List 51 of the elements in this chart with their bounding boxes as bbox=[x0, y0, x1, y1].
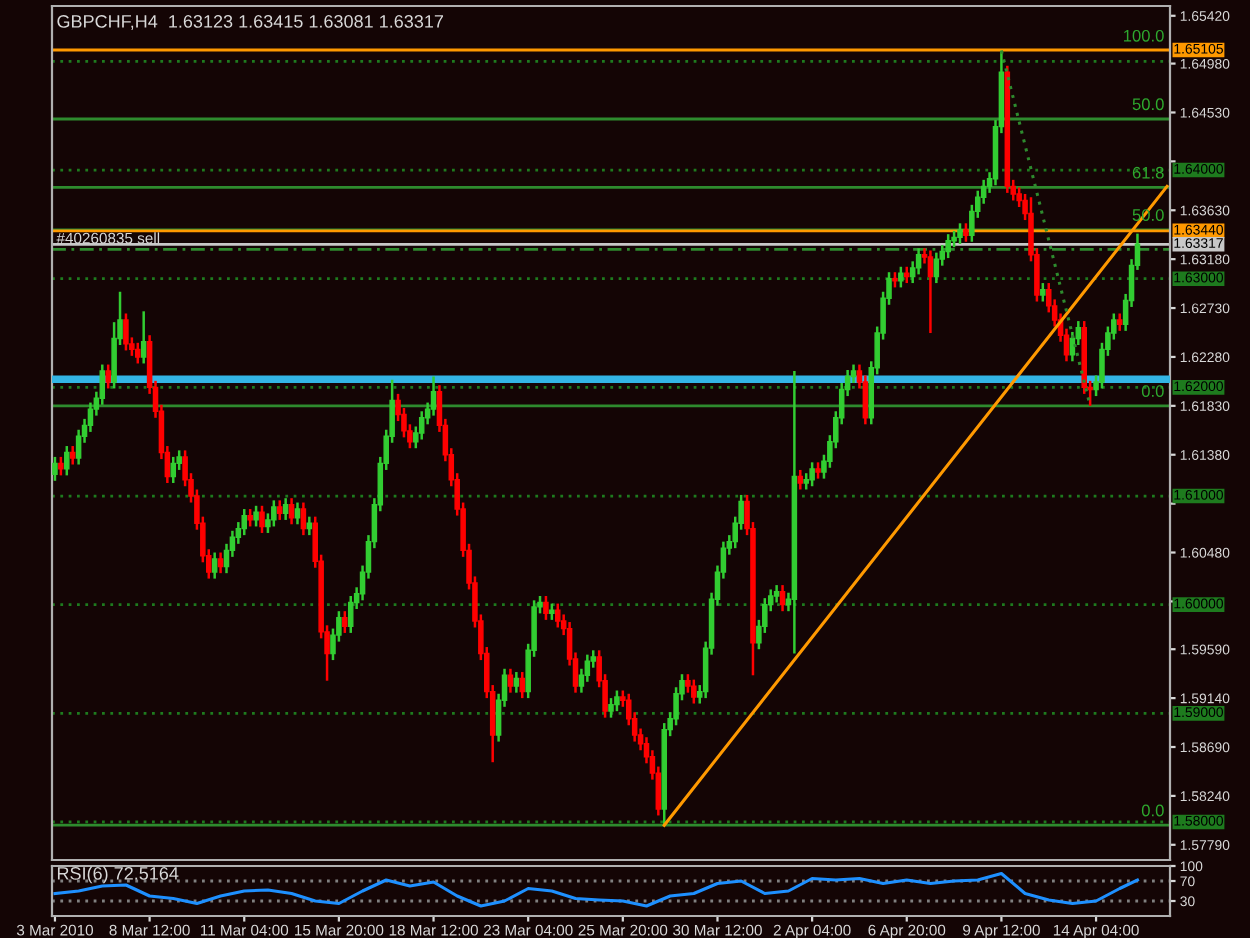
candlestick bbox=[507, 667, 514, 694]
annotation: 100.0 bbox=[1123, 29, 1164, 42]
candlestick bbox=[779, 583, 786, 613]
candlestick bbox=[211, 551, 218, 580]
candlestick bbox=[135, 341, 141, 365]
candlestick bbox=[957, 222, 963, 246]
candlestick bbox=[123, 312, 129, 352]
annotation: 50.0 bbox=[1132, 98, 1164, 111]
chart-title: GBPCHF,H4 1.63123 1.63415 1.63081 1.63317 bbox=[57, 15, 444, 30]
candlestick bbox=[294, 501, 301, 526]
candlestick bbox=[241, 507, 248, 537]
candlestick bbox=[691, 678, 697, 705]
candlestick bbox=[963, 222, 969, 244]
candlestick bbox=[282, 496, 289, 522]
candlestick bbox=[347, 594, 354, 635]
candlestick bbox=[915, 247, 922, 276]
candlestick bbox=[276, 499, 283, 522]
candlestick bbox=[519, 670, 526, 700]
annotation: 61.8 bbox=[1132, 166, 1164, 179]
candlestick bbox=[543, 594, 549, 622]
candlestick bbox=[927, 249, 934, 335]
candlestick bbox=[898, 265, 904, 289]
chart-title: RSI(6) 72.5164 bbox=[57, 866, 179, 884]
candlestick bbox=[288, 496, 295, 526]
candlestick bbox=[271, 499, 277, 528]
candlestick bbox=[418, 410, 425, 441]
candlestick bbox=[342, 609, 348, 635]
candlestick bbox=[430, 375, 437, 417]
candlestick bbox=[300, 501, 307, 537]
candlestick bbox=[809, 461, 815, 488]
annotation: 0.0 bbox=[1141, 385, 1164, 397]
candlestick bbox=[217, 551, 224, 575]
candlestick bbox=[1040, 281, 1046, 303]
candlestick bbox=[52, 455, 58, 483]
candlestick bbox=[58, 455, 64, 477]
candlestick bbox=[797, 468, 804, 491]
candlestick bbox=[69, 444, 76, 466]
candlestick bbox=[933, 251, 940, 285]
candlestick bbox=[140, 310, 147, 365]
candlestick bbox=[259, 504, 265, 535]
candlestick bbox=[945, 232, 951, 260]
candlestick bbox=[253, 504, 259, 528]
candlestick bbox=[64, 444, 70, 477]
annotation: 0.0 bbox=[1141, 804, 1164, 817]
candlestick bbox=[105, 363, 111, 390]
candlestick bbox=[614, 689, 620, 713]
candlestick bbox=[513, 670, 520, 694]
candlestick bbox=[608, 696, 614, 719]
candlestick bbox=[554, 602, 561, 629]
candlestick bbox=[306, 515, 313, 537]
candlestick bbox=[170, 455, 177, 485]
